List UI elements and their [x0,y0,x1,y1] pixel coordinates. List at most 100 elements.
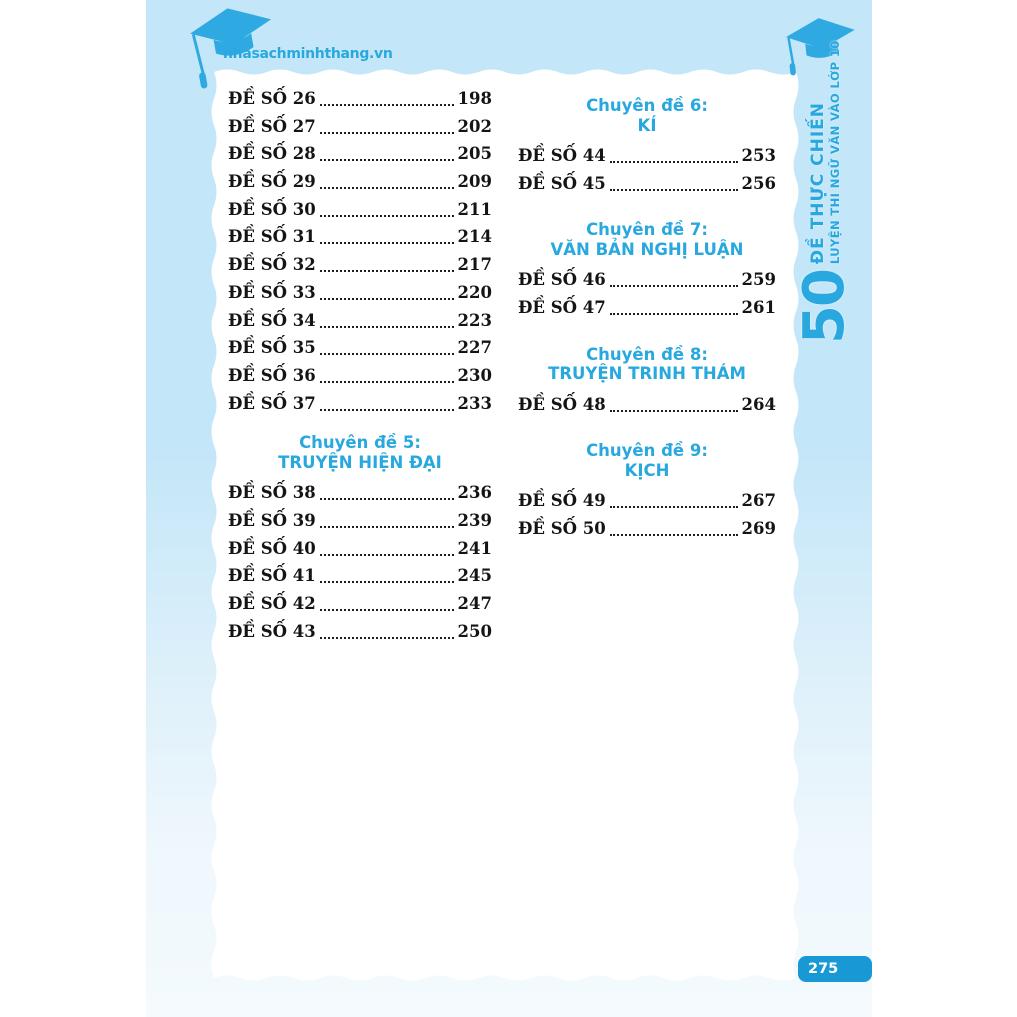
section-header-line1: Chuyên đề 5: [299,433,421,453]
dotted-leader [319,226,454,245]
dotted-leader [319,621,454,639]
toc-left-column: ĐỀ SỐ 26 198 ĐỀ SỐ 27 202 ĐỀ SỐ 28 205 ĐỀ SỐ 2… [228,88,492,648]
dotted-leader [609,297,738,316]
toc-entry-label: ĐỀ SỐ 34 [228,310,316,330]
toc-entry-page: 198 [457,89,492,108]
dotted-leader [319,337,454,356]
toc-entry: ĐỀ SỐ 43 250 [228,621,492,649]
dotted-leader [609,269,738,288]
dotted-leader [609,173,738,191]
section-header-line2: KÍ [637,115,657,135]
section-header-line2: VĂN BẢN NGHỊ LUẬN [550,239,744,259]
dotted-leader [319,143,454,162]
content-sheet-path [211,69,799,981]
dotted-leader [609,145,738,163]
toc-entry: ĐỀ SỐ 38 236 [228,482,492,510]
toc-entry-page: 227 [457,338,492,358]
toc-entries-group: ĐỀ SỐ 49 267 ĐỀ SỐ 50 269 [518,490,776,545]
toc-entry-page: 261 [741,298,776,318]
toc-entry: ĐỀ SỐ 46 259 [518,269,776,297]
toc-entry: ĐỀ SỐ 35 227 [228,337,492,365]
toc-entry-page: 253 [741,146,776,165]
toc-entry: ĐỀ SỐ 44 253 [518,145,776,173]
toc-entry-label: ĐỀ SỐ 41 [228,566,316,586]
dotted-leader [319,482,454,501]
section-header-line1: Chuyên đề 6: [586,96,708,115]
toc-entry-label: ĐỀ SỐ 27 [228,116,316,136]
toc-entry-page: 220 [457,282,492,302]
toc-entry-page: 205 [457,144,492,164]
toc-entry: ĐỀ SỐ 50 269 [518,518,776,546]
toc-entry-page: 202 [457,116,492,136]
dotted-leader [609,394,738,412]
toc-entries-group: ĐỀ SỐ 38 236 ĐỀ SỐ 39 239 ĐỀ SỐ 40 241 ĐỀ SỐ 4… [228,482,492,648]
toc-right-column: Chuyên đề 6: KÍ ĐỀ SỐ 44 253 ĐỀ SỐ 45 256 Chuy… [518,88,776,546]
spine-title-line2: LUYỆN THI NGỮ VĂN VÀO LỚP 10 [828,40,842,265]
toc-entry: ĐỀ SỐ 28 205 [228,143,492,171]
toc-entry: ĐỀ SỐ 32 217 [228,254,492,282]
content-sheet [211,69,799,981]
dotted-leader [319,310,454,328]
toc-entry: ĐỀ SỐ 48 264 [518,394,776,422]
toc-entry-label: ĐỀ SỐ 45 [518,173,606,193]
toc-entry-page: 223 [457,310,492,330]
book-spine-title: 50 ĐỀ THỰC CHIẾN LUYỆN THI NGỮ VĂN VÀO L… [792,40,857,344]
toc-entry-page: 267 [741,491,776,511]
toc-entry-page: 214 [457,227,492,247]
dotted-leader [319,171,454,190]
toc-entry-label: ĐỀ SỐ 36 [228,365,316,385]
toc-entry: ĐỀ SỐ 27 202 [228,116,492,144]
toc-entry-label: ĐỀ SỐ 35 [228,338,316,358]
toc-entry: ĐỀ SỐ 36 230 [228,365,492,393]
toc-entry-label: ĐỀ SỐ 42 [228,594,316,613]
book-page: nhasachminhthang.vn ĐỀ SỐ 26 198 ĐỀ SỐ 27 2… [146,0,872,1017]
toc-entry: ĐỀ SỐ 49 267 [518,490,776,518]
toc-entry-page: 211 [457,199,492,219]
graduation-cap-icon [190,8,272,89]
toc-entry-page: 259 [741,270,776,290]
toc-entry-label: ĐỀ SỐ 38 [228,483,316,503]
toc-section-chuyen-de-8: Chuyên đề 8: TRUYỆN TRINH THÁM ĐỀ SỐ 48 264 [518,345,776,422]
section-header: Chuyên đề 7: VĂN BẢN NGHỊ LUẬN [518,220,776,259]
toc-entries-group: ĐỀ SỐ 26 198 ĐỀ SỐ 27 202 ĐỀ SỐ 28 205 ĐỀ SỐ 2… [228,88,492,420]
toc-entry: ĐỀ SỐ 39 239 [228,510,492,538]
toc-entry-label: ĐỀ SỐ 28 [228,144,316,164]
dotted-leader [319,593,454,611]
dotted-leader [319,393,454,411]
toc-entry-label: ĐỀ SỐ 32 [228,255,316,275]
toc-entry-page: 239 [457,510,492,530]
toc-entry-label: ĐỀ SỐ 44 [518,146,606,165]
toc-entry-label: ĐỀ SỐ 43 [228,621,316,641]
section-header-line2: TRUYỆN TRINH THÁM [548,364,746,384]
section-header: Chuyên đề 5: TRUYỆN HIỆN ĐẠI [228,433,492,472]
toc-entry-label: ĐỀ SỐ 30 [228,199,316,219]
toc-entry: ĐỀ SỐ 47 261 [518,297,776,325]
section-header: Chuyên đề 6: KÍ [518,96,776,135]
dotted-leader [319,538,454,556]
toc-entry: ĐỀ SỐ 37 233 [228,393,492,421]
dotted-leader [319,365,454,383]
section-header-line2: TRUYỆN HIỆN ĐẠI [278,452,442,472]
brand-site-text: nhasachminhthang.vn [223,46,393,62]
toc-entry-page: 247 [457,594,492,613]
dotted-leader [319,199,454,217]
toc-entry-label: ĐỀ SỐ 46 [518,270,606,290]
section-header-line1: Chuyên đề 7: [586,220,708,240]
toc-entries-group: ĐỀ SỐ 48 264 [518,394,776,422]
toc-entries-group: ĐỀ SỐ 46 259 ĐỀ SỐ 47 261 [518,269,776,324]
section-header-line2: KỊCH [624,460,670,480]
toc-entry-label: ĐỀ SỐ 29 [228,172,316,192]
toc-entry-label: ĐỀ SỐ 47 [518,298,606,318]
toc-entry-label: ĐỀ SỐ 26 [228,89,316,108]
toc-entry: ĐỀ SỐ 40 241 [228,538,492,566]
toc-section-chuyen-de-9: Chuyên đề 9: KỊCH ĐỀ SỐ 49 267 ĐỀ SỐ 50 269 [518,441,776,545]
section-header: Chuyên đề 9: KỊCH [518,441,776,480]
graduation-cap-icon [785,18,855,76]
page-number-badge: 275 [798,956,872,982]
toc-entry-page: 250 [457,621,492,641]
section-header: Chuyên đề 8: TRUYỆN TRINH THÁM [518,345,776,384]
toc-section-chuyen-de-6: Chuyên đề 6: KÍ ĐỀ SỐ 44 253 ĐỀ SỐ 45 256 [518,96,776,200]
dotted-leader [319,116,454,134]
dotted-leader [609,490,738,509]
toc-entry-label: ĐỀ SỐ 37 [228,393,316,413]
